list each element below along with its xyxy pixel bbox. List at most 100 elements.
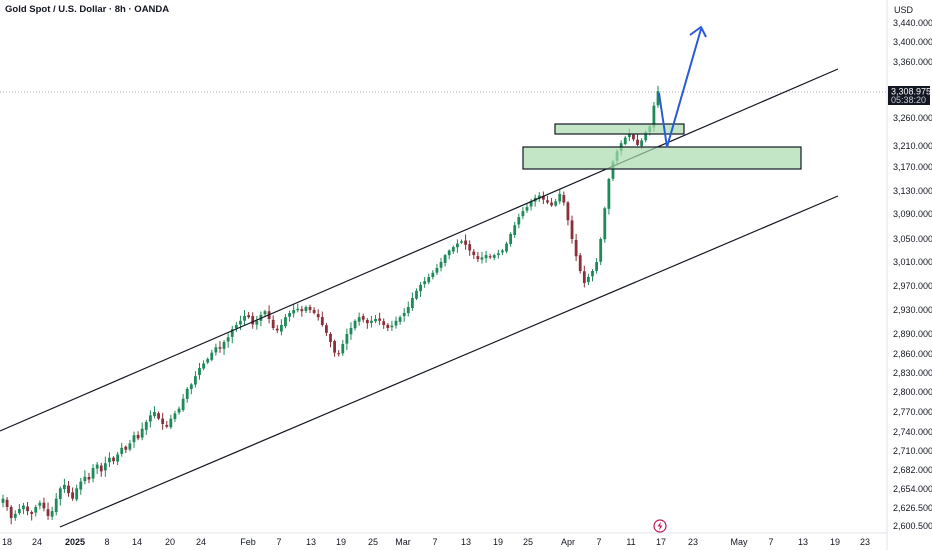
candle-body <box>140 428 144 438</box>
candle-body <box>419 284 422 292</box>
price-axis[interactable]: 3,440.000 3,400.000 3,360.000 3,260.000 3,21… <box>893 18 932 531</box>
candle-body <box>390 325 394 328</box>
time-tick-label: 11 <box>626 537 635 547</box>
time-tick-label: 25 <box>368 537 378 547</box>
candle-body <box>632 134 635 140</box>
candle-body <box>652 105 656 128</box>
candle-body <box>173 413 177 420</box>
candle-body <box>370 320 373 323</box>
candle-body <box>206 359 210 363</box>
candle-body <box>513 225 517 235</box>
candle-body <box>312 309 316 313</box>
candle-body <box>517 217 521 225</box>
channel-upper-line[interactable] <box>0 68 839 432</box>
price-tick-label: 2,970.000 <box>893 281 932 291</box>
candle-body <box>587 277 590 283</box>
candle-body <box>263 311 267 315</box>
time-tick-label: 19 <box>493 537 503 547</box>
candle-body <box>128 443 132 450</box>
candle-body <box>181 398 185 410</box>
candle-body <box>198 367 201 376</box>
candle-body <box>468 244 472 251</box>
price-tick-label: 2,626.500 <box>893 503 932 513</box>
candle-body <box>365 320 369 324</box>
candle-body <box>22 505 25 510</box>
candle-body <box>636 139 639 145</box>
time-tick-label: Mar <box>395 537 411 547</box>
candle-body <box>382 321 386 325</box>
candle-body <box>521 211 525 217</box>
projection-arrow[interactable] <box>658 28 702 148</box>
price-tick-label: 2,890.000 <box>893 329 932 339</box>
time-tick-label: 13 <box>461 537 471 547</box>
price-tick-label: 2,654.000 <box>893 484 932 494</box>
candle-body <box>484 255 488 259</box>
candle-body <box>189 384 193 390</box>
candle-body <box>325 325 328 333</box>
candle-body <box>95 464 99 469</box>
candle-body <box>169 418 173 428</box>
price-tick-label: 2,682.000 <box>893 465 932 475</box>
candle-body <box>50 511 54 517</box>
candle-body <box>13 513 17 518</box>
candle-body <box>87 476 91 480</box>
upper-zone-box[interactable] <box>554 123 685 135</box>
candle-body <box>337 353 341 355</box>
candle-body <box>537 195 541 199</box>
candle-body <box>161 418 165 424</box>
candle-body <box>34 506 38 513</box>
candle-body <box>157 413 160 419</box>
price-tick-label: 3,440.000 <box>893 18 932 28</box>
candle-body <box>476 256 480 260</box>
candle-body <box>472 251 476 256</box>
candle-body <box>136 434 140 439</box>
candle-body <box>435 268 439 273</box>
candle-body <box>505 243 508 252</box>
price-tick-label: 2,860.000 <box>893 349 932 359</box>
candle-body <box>222 342 226 349</box>
candle-body <box>415 290 418 299</box>
price-tick-label: 2,740.000 <box>893 427 932 437</box>
candle-body <box>304 307 308 312</box>
candle-body <box>9 506 13 519</box>
candle-body <box>644 132 648 141</box>
time-tick-label: 24 <box>32 537 42 547</box>
candle-body <box>402 313 406 317</box>
price-tick-label: 3,400.000 <box>893 37 932 47</box>
time-axis[interactable]: 18 24 2025 8 14 20 24 Feb 7 13 19 25 Mar 7 13 19 25 Apr 7 1… <box>2 537 870 547</box>
time-tick-label: 8 <box>104 537 109 547</box>
candle-body <box>58 488 62 500</box>
candle-body <box>132 435 136 443</box>
price-tag-value: 3,308.975 <box>891 87 931 97</box>
candle-body <box>1 498 5 503</box>
candle-body <box>83 476 87 482</box>
candle-body <box>165 424 169 427</box>
candle-body <box>456 243 459 248</box>
candle-body <box>26 506 29 512</box>
time-tick-label: 18 <box>2 537 12 547</box>
candle-body <box>99 465 103 472</box>
candle-body <box>144 422 148 430</box>
candle-body <box>361 316 365 320</box>
time-tick-label: May <box>730 537 748 547</box>
price-tick-label: 2,830.000 <box>893 368 932 378</box>
price-tick-label: 3,360.000 <box>893 57 932 67</box>
candle-body <box>509 234 513 244</box>
time-tick-label: 7 <box>276 537 281 547</box>
candle-body <box>607 179 611 209</box>
candle-body <box>558 193 562 202</box>
candle-body <box>656 91 660 106</box>
candle-body <box>554 201 558 206</box>
candle-body <box>349 328 353 335</box>
candle-body <box>247 315 251 318</box>
candle-body <box>296 308 300 311</box>
lower-zone-box[interactable] <box>522 146 802 170</box>
candle-body <box>292 310 296 314</box>
price-tick-label: 3,260.000 <box>893 113 932 123</box>
candle-body <box>431 272 435 278</box>
candle-body <box>30 512 34 514</box>
channel-lower-line[interactable] <box>59 195 839 528</box>
candle-body <box>226 337 230 342</box>
candle-body <box>79 481 83 490</box>
